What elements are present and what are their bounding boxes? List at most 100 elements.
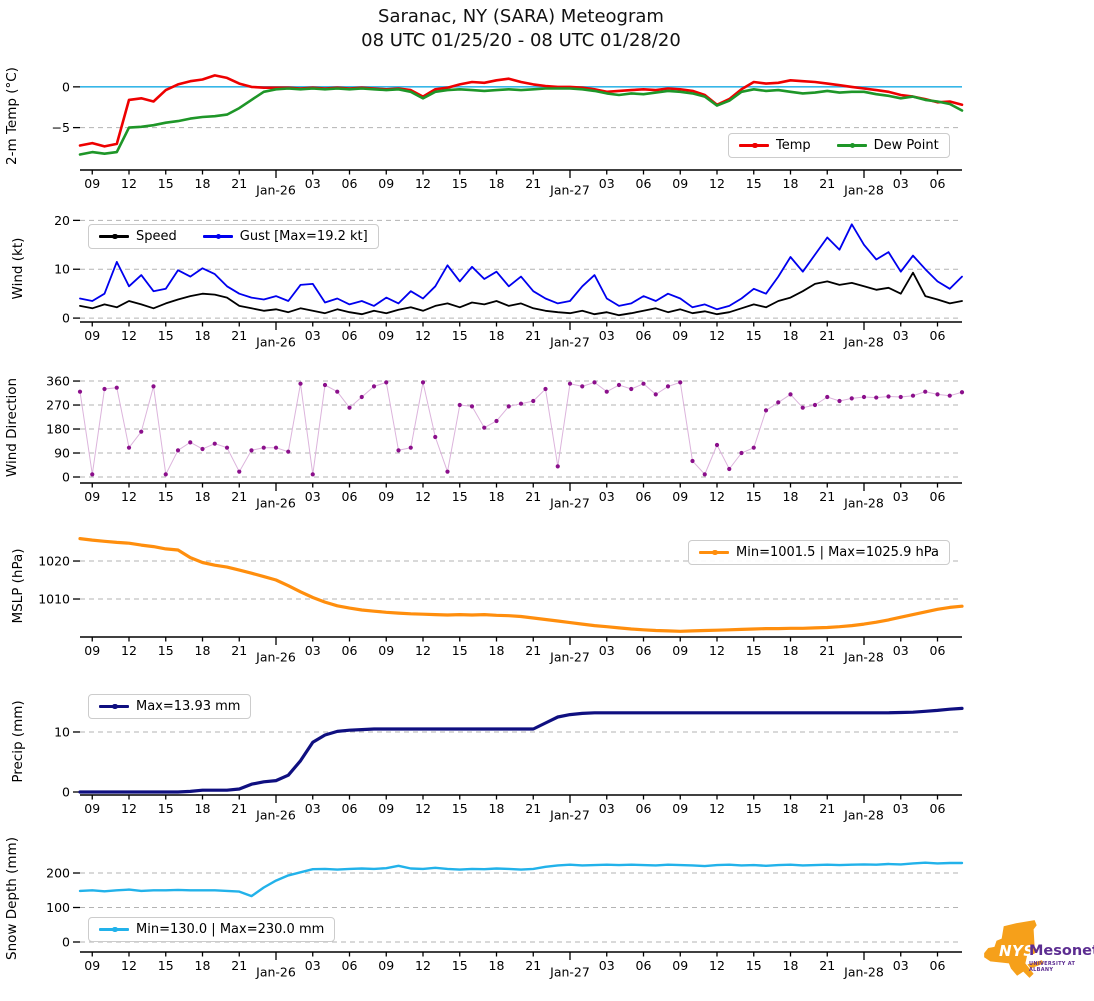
- x-tick-label: 06: [636, 801, 652, 816]
- y-tick-label: 360: [46, 374, 70, 389]
- y-tick-label: 180: [46, 422, 70, 437]
- wdir-data-point: [384, 380, 389, 385]
- x-tick-label: 03: [305, 801, 321, 816]
- x-tick-label: 18: [783, 958, 799, 973]
- x-tick-label: 03: [599, 801, 615, 816]
- legend-label: Gust [Max=19.2 kt]: [239, 229, 368, 244]
- x-tick-label: 09: [84, 176, 100, 191]
- x-tick-label: 03: [305, 643, 321, 658]
- snow-series-0: [78, 861, 964, 898]
- x-tick-label: Jan-27: [549, 496, 590, 511]
- x-tick-label: 09: [378, 643, 394, 658]
- wdir-data-point: [812, 402, 818, 408]
- wdir-data-point: [347, 405, 352, 410]
- wdir-data-point: [935, 392, 940, 397]
- legend-marker-dot: [712, 549, 718, 555]
- wdir-data-point: [175, 448, 181, 453]
- x-tick-label: 09: [84, 958, 100, 973]
- mslp-series-0: [78, 536, 964, 633]
- x-tick-label: 15: [158, 958, 174, 973]
- x-tick-label: 15: [746, 958, 762, 973]
- wind-series-0: [79, 271, 963, 317]
- x-tick-label: 18: [783, 801, 799, 816]
- legend-line-sample: [836, 142, 867, 148]
- x-tick-label: 03: [893, 643, 909, 658]
- x-tick-label: 12: [709, 801, 725, 816]
- legend-label: Dew Point: [873, 138, 939, 153]
- x-tick-label: 18: [489, 176, 505, 191]
- legend-marker-dot: [849, 142, 856, 148]
- temp-series-0: [78, 74, 964, 148]
- x-tick-label: 09: [378, 489, 394, 504]
- legend-label: Temp: [776, 138, 811, 153]
- x-tick-label: 09: [84, 328, 100, 343]
- wdir-data-point: [678, 380, 683, 385]
- x-tick-label: 21: [231, 176, 247, 191]
- wdir-data-point: [849, 396, 854, 401]
- wdir-data-point: [469, 404, 475, 409]
- wdir-data-point: [482, 425, 487, 430]
- wdir-data-point: [861, 394, 867, 400]
- legend-line-sample: [202, 233, 233, 239]
- x-tick-label: 18: [489, 801, 505, 816]
- x-tick-label: 12: [121, 958, 137, 973]
- x-tick-label: 12: [709, 489, 725, 504]
- x-tick-label: 12: [121, 801, 137, 816]
- wdir-data-point: [433, 434, 438, 440]
- snow-chart: 0 100 200 09 12 15 18 21 Jan-26 03 06 09 12 15 18 21 Jan…: [4, 837, 964, 980]
- wdir-data-point: [249, 448, 254, 453]
- x-tick-label: Jan-27: [549, 965, 590, 980]
- wdir-data-point: [763, 408, 769, 413]
- x-tick-label: 21: [819, 489, 835, 504]
- x-tick-label: 03: [893, 328, 909, 343]
- x-tick-label: 21: [819, 958, 835, 973]
- wdir-data-point: [396, 448, 401, 453]
- logo-mesonet-text: Mesonet: [1029, 943, 1094, 959]
- x-tick-label: 12: [709, 176, 725, 191]
- legend-label: Speed: [136, 229, 177, 244]
- x-tick-label: 06: [636, 958, 652, 973]
- precip-legend: Max=13.93 mm: [88, 694, 252, 719]
- x-tick-label: 12: [709, 328, 725, 343]
- wdir-data-point: [751, 445, 756, 450]
- wdir-data-point: [714, 442, 720, 448]
- legend-label: Min=130.0 | Max=230.0 mm: [136, 922, 325, 937]
- legend-marker-dot: [752, 142, 758, 148]
- x-tick-label: 15: [746, 801, 762, 816]
- x-tick-label: 15: [746, 489, 762, 504]
- x-tick-label: 03: [893, 176, 909, 191]
- x-tick-label: 03: [893, 801, 909, 816]
- x-tick-label: 21: [525, 958, 541, 973]
- ny-state-shape: [984, 920, 1044, 978]
- x-tick-label: 03: [599, 328, 615, 343]
- legend-item: Speed: [99, 229, 177, 244]
- x-tick-label: 15: [158, 176, 174, 191]
- wdir-data-point: [224, 445, 230, 450]
- x-tick-label: 15: [452, 489, 468, 504]
- y-tick-label: 0: [62, 934, 70, 949]
- wdir-data-point: [555, 464, 560, 469]
- wdir-data-point: [910, 393, 916, 398]
- y-tick-label: 10: [54, 262, 70, 277]
- wdir-data-point: [788, 392, 793, 397]
- wdir-data-point: [200, 446, 205, 452]
- y-tick-label: 100: [46, 900, 70, 915]
- wdir-data-point: [408, 445, 413, 450]
- x-tick-label: 15: [746, 176, 762, 191]
- x-tick-label: Jan-27: [549, 183, 590, 198]
- x-tick-label: 18: [195, 801, 211, 816]
- wind-chart: 0 10 20 09 12 15 18 21 Jan-26 03 06 09 12 15 18 21 Jan-2…: [10, 213, 963, 350]
- x-tick-label: 21: [231, 958, 247, 973]
- x-tick-label: Jan-28: [843, 183, 884, 198]
- y-tick-label: 90: [54, 446, 70, 461]
- x-tick-label: Jan-28: [843, 965, 884, 980]
- x-tick-label: 06: [636, 176, 652, 191]
- legend-item: Dew Point: [836, 138, 939, 153]
- x-tick-label: 06: [636, 643, 652, 658]
- legend-item: Temp: [739, 138, 811, 153]
- legend-label: Max=13.93 mm: [136, 699, 241, 714]
- x-tick-label: 18: [195, 643, 211, 658]
- legend-line-sample: [99, 926, 129, 932]
